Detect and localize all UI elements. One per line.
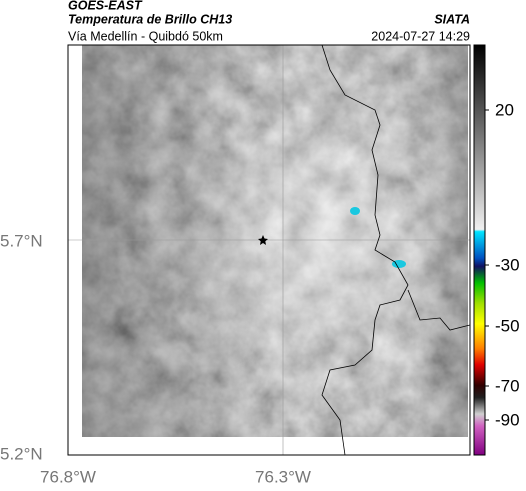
x-axis-label: 76.3°W bbox=[255, 467, 311, 486]
timestamp: 2024-07-27 14:29 bbox=[371, 29, 470, 43]
source: SIATA bbox=[434, 12, 470, 26]
colorbar-label: -50 bbox=[495, 316, 520, 335]
colorbar bbox=[473, 44, 486, 456]
map bbox=[68, 45, 470, 455]
colorbar-label: -30 bbox=[495, 255, 520, 274]
y-axis-label: 5.7°N bbox=[0, 231, 43, 250]
colorbar-label: 20 bbox=[495, 100, 514, 119]
title: GOES-EAST bbox=[68, 0, 143, 12]
location-star bbox=[258, 235, 268, 245]
colorbar-label: -70 bbox=[495, 376, 520, 395]
y-axis-label: 5.2°N bbox=[0, 444, 43, 463]
border bbox=[407, 289, 470, 331]
border bbox=[321, 45, 409, 455]
colorbar-label: -90 bbox=[495, 410, 520, 429]
map-frame bbox=[67, 44, 471, 456]
cold-cloud bbox=[392, 260, 406, 268]
subtitle: Temperatura de Brillo CH13 bbox=[68, 12, 232, 26]
region: Vía Medellín - Quibdó 50km bbox=[68, 29, 223, 43]
cold-cloud bbox=[350, 207, 360, 215]
x-axis-label: 76.8°W bbox=[40, 467, 96, 486]
image-shade bbox=[82, 45, 468, 437]
colorbar-ticks: 20 -30 -50 -70 -90 bbox=[485, 100, 520, 429]
